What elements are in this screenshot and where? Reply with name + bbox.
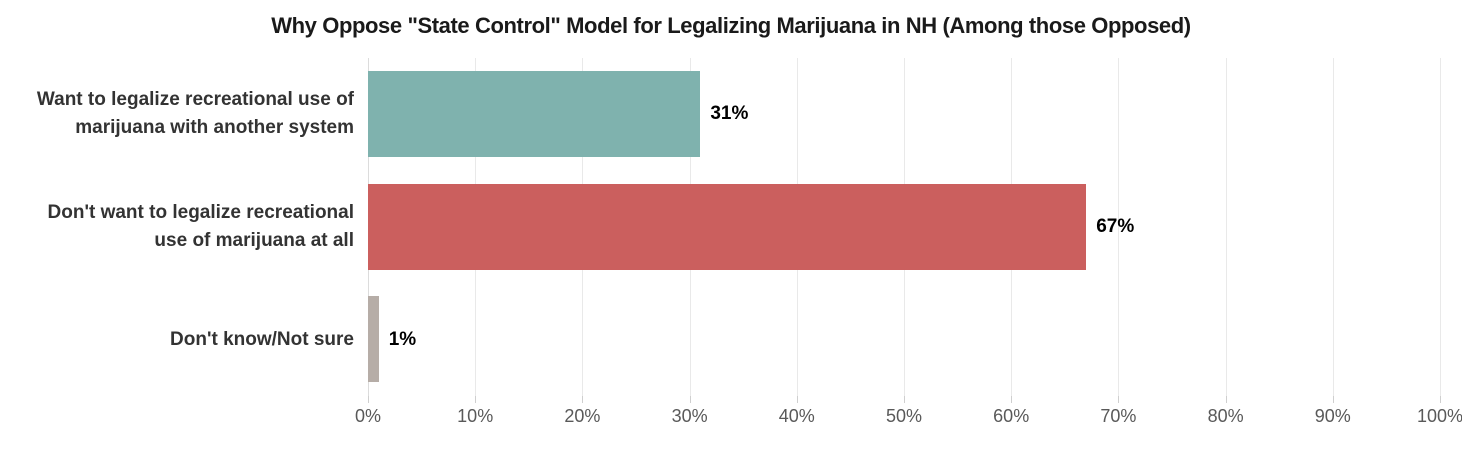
category-label: Want to legalize recreational use of mari… bbox=[0, 58, 368, 171]
x-axis-tick bbox=[1118, 396, 1120, 403]
x-axis-tick bbox=[1225, 396, 1227, 403]
x-axis-tick bbox=[1440, 396, 1441, 403]
bar-track: 31% bbox=[368, 58, 1440, 171]
x-axis-tick bbox=[582, 396, 584, 403]
bar bbox=[368, 296, 379, 383]
x-axis-tick bbox=[475, 396, 477, 403]
bar-row: Don't want to legalize recreational use o… bbox=[0, 171, 1440, 284]
gridline bbox=[1118, 58, 1120, 396]
bar-row: Don't know/Not sure 1% bbox=[0, 283, 1440, 396]
x-tick-label: 90% bbox=[1314, 406, 1351, 426]
gridline bbox=[1225, 58, 1227, 396]
x-axis-tick bbox=[368, 396, 369, 403]
x-tick-label: 70% bbox=[1100, 406, 1137, 426]
x-axis-tick bbox=[689, 396, 691, 403]
x-tick-label: 100% bbox=[1416, 406, 1462, 426]
x-tick-label: 10% bbox=[457, 406, 494, 426]
value-label: 1% bbox=[388, 328, 417, 350]
category-label: Don't want to legalize recreational use o… bbox=[0, 171, 368, 284]
category-label-line: use of marijuana at all bbox=[154, 229, 354, 251]
category-label: Don't know/Not sure bbox=[0, 283, 368, 396]
x-tick-label: 20% bbox=[564, 406, 601, 426]
plot-area: 0% 10% 20% 30% 40% 50% 60% 70% 80% 90% 100% bbox=[355, 58, 1462, 426]
chart-title: Why Oppose "State Control" Model for Leg… bbox=[271, 13, 1191, 38]
category-label-line: Don't want to legalize recreational bbox=[47, 201, 354, 223]
value-label: 31% bbox=[710, 103, 749, 125]
x-axis-tick bbox=[1011, 396, 1013, 403]
x-axis-tick bbox=[796, 396, 798, 403]
category-label-line: Want to legalize recreational use of bbox=[36, 89, 354, 111]
gridline bbox=[1440, 58, 1441, 396]
gridline bbox=[1332, 58, 1334, 396]
x-tick-label: 0% bbox=[354, 406, 382, 426]
category-label-line: Don't know/Not sure bbox=[170, 328, 354, 350]
bar bbox=[368, 71, 701, 157]
bar-row: Want to legalize recreational use of mari… bbox=[0, 58, 1440, 171]
bar-track: 67% bbox=[368, 171, 1440, 284]
x-tick-label: 50% bbox=[885, 406, 923, 426]
x-tick-label: 80% bbox=[1207, 406, 1244, 426]
x-axis-tick bbox=[1332, 396, 1334, 403]
x-tick-label: 30% bbox=[671, 406, 708, 426]
bar bbox=[368, 183, 1087, 270]
bar-rows: Want to legalize recreational use of mari… bbox=[0, 58, 1440, 396]
category-label-line: marijuana with another system bbox=[75, 117, 354, 139]
x-tick-label: 40% bbox=[778, 406, 815, 426]
bar-track: 1% bbox=[368, 283, 1440, 396]
x-axis-tick bbox=[904, 396, 905, 403]
x-tick-label: 60% bbox=[993, 406, 1030, 426]
value-label: 67% bbox=[1096, 215, 1135, 237]
